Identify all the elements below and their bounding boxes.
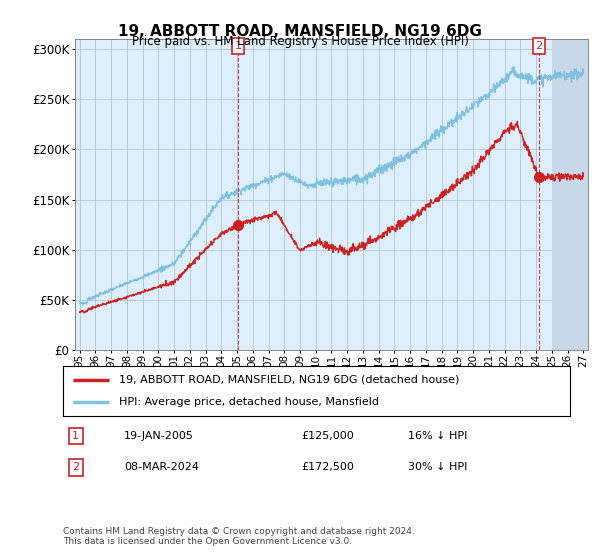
Text: 19-JAN-2005: 19-JAN-2005 <box>124 431 194 441</box>
Text: Price paid vs. HM Land Registry's House Price Index (HPI): Price paid vs. HM Land Registry's House … <box>131 35 469 48</box>
Text: 2: 2 <box>535 41 542 51</box>
Text: 08-MAR-2024: 08-MAR-2024 <box>124 463 199 473</box>
Text: 19, ABBOTT ROAD, MANSFIELD, NG19 6DG (detached house): 19, ABBOTT ROAD, MANSFIELD, NG19 6DG (de… <box>119 375 459 385</box>
Text: 30% ↓ HPI: 30% ↓ HPI <box>408 463 467 473</box>
Bar <box>552 39 591 350</box>
Text: 1: 1 <box>235 41 241 51</box>
Text: 1: 1 <box>72 431 79 441</box>
Bar <box>552 39 591 350</box>
Text: £125,000: £125,000 <box>301 431 354 441</box>
Text: 16% ↓ HPI: 16% ↓ HPI <box>408 431 467 441</box>
Text: £172,500: £172,500 <box>301 463 354 473</box>
Text: Contains HM Land Registry data © Crown copyright and database right 2024.
This d: Contains HM Land Registry data © Crown c… <box>63 526 415 546</box>
Text: 2: 2 <box>72 463 79 473</box>
Text: HPI: Average price, detached house, Mansfield: HPI: Average price, detached house, Mans… <box>119 397 379 407</box>
Text: 19, ABBOTT ROAD, MANSFIELD, NG19 6DG: 19, ABBOTT ROAD, MANSFIELD, NG19 6DG <box>118 24 482 39</box>
